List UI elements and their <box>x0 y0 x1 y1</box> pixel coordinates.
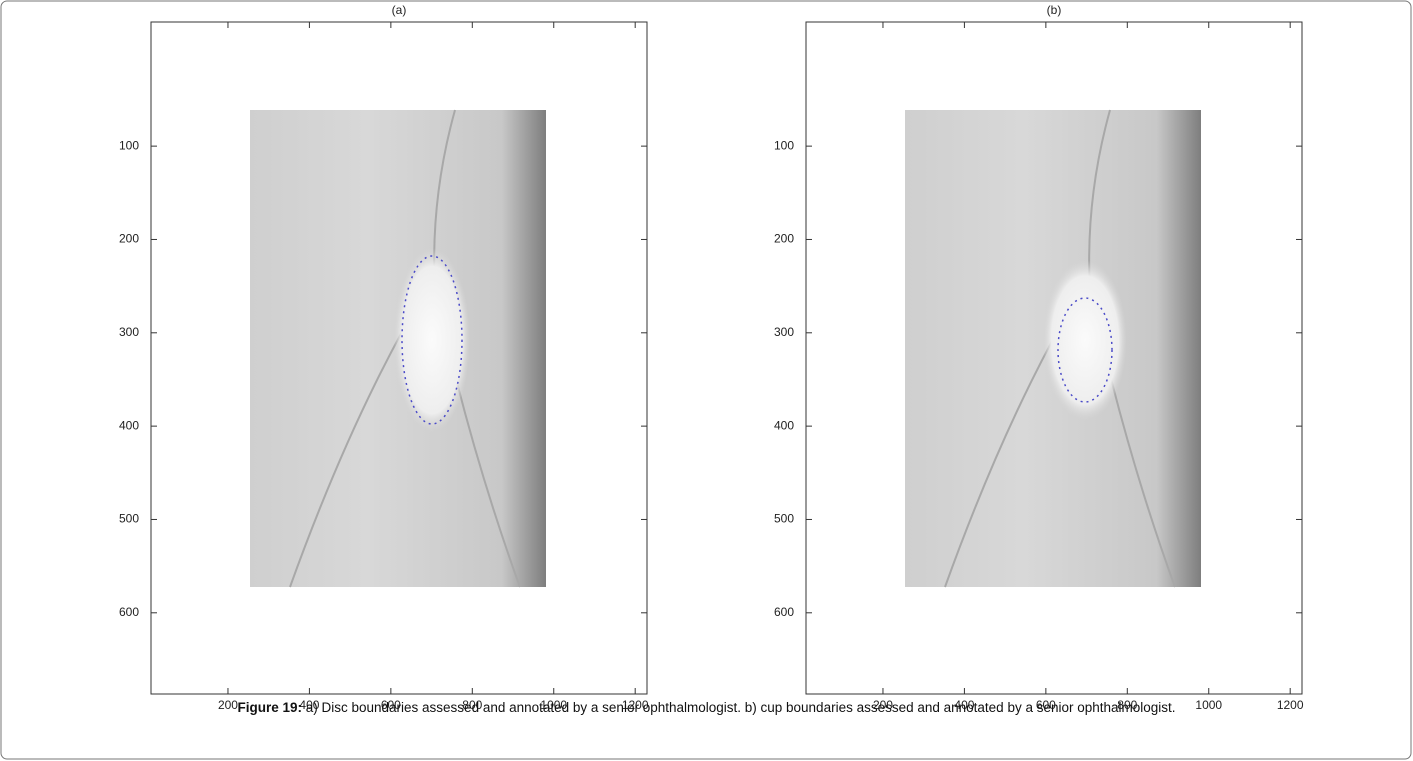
x-tick-label: 1200 <box>622 698 649 712</box>
x-tick-label: 200 <box>873 698 893 712</box>
x-tick-label: 1200 <box>1277 698 1304 712</box>
cup-boundary <box>1057 297 1113 403</box>
axes-box <box>805 21 1303 695</box>
x-tick-label: 800 <box>1117 698 1137 712</box>
panel-title: (a) <box>392 3 407 17</box>
images <box>250 109 1201 588</box>
y-tick-label: 400 <box>119 418 139 432</box>
y-tick-label: 600 <box>774 605 794 619</box>
x-tick-label: 800 <box>462 698 482 712</box>
disc-boundary <box>401 255 463 425</box>
y-tick-label: 200 <box>774 232 794 246</box>
caption-text: a) Disc boundaries assessed and annotate… <box>305 700 1176 715</box>
optic-disc <box>1043 260 1127 420</box>
caption: Figure 19: a) Disc boundaries assessed a… <box>0 700 1413 715</box>
x-tick-label: 200 <box>218 698 238 712</box>
x-tick-label: 600 <box>381 698 401 712</box>
x-tick-label: 400 <box>954 698 974 712</box>
x-tick-label: 600 <box>1036 698 1056 712</box>
panel-title: (b) <box>1047 3 1062 17</box>
y-tick-label: 400 <box>774 418 794 432</box>
y-tick-label: 300 <box>774 325 794 339</box>
y-tick-label: 100 <box>774 138 794 152</box>
axes-box <box>150 21 648 695</box>
caption-label: Figure 19: <box>237 700 302 715</box>
y-tick-label: 200 <box>119 232 139 246</box>
x-tick-label: 1000 <box>540 698 567 712</box>
y-tick-label: 500 <box>774 512 794 526</box>
y-tick-label: 600 <box>119 605 139 619</box>
x-tick-label: 400 <box>299 698 319 712</box>
optic-disc <box>394 248 470 432</box>
y-tick-label: 500 <box>119 512 139 526</box>
y-tick-label: 300 <box>119 325 139 339</box>
y-tick-label: 100 <box>119 138 139 152</box>
x-tick-label: 1000 <box>1195 698 1222 712</box>
